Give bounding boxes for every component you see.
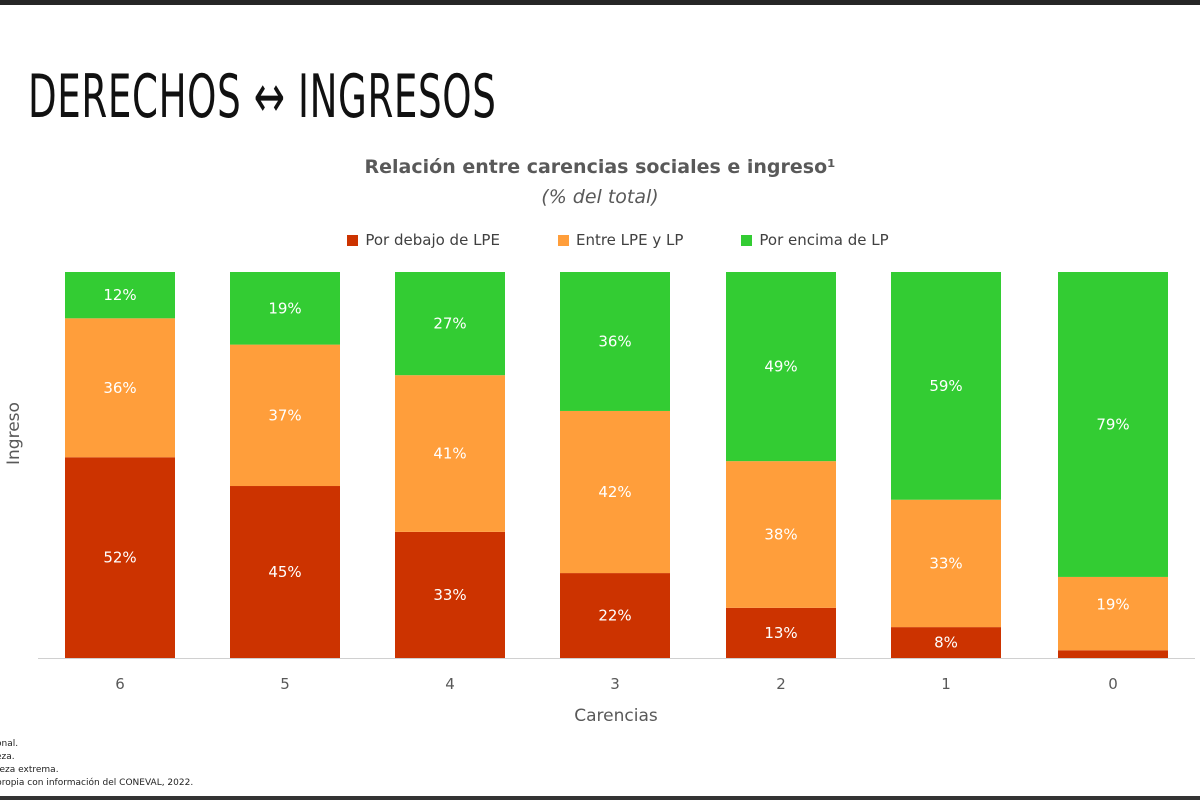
data-label: 19% <box>1096 596 1129 614</box>
data-label: 52% <box>103 549 136 567</box>
data-label: 8% <box>934 634 958 652</box>
legend-swatch <box>347 234 359 246</box>
data-label: 12% <box>103 286 136 304</box>
chart-subtitle: (% del total) <box>541 186 659 208</box>
footnote: eza. <box>0 752 15 762</box>
data-label: 79% <box>1096 415 1129 433</box>
data-label: 36% <box>598 332 631 350</box>
data-label: 36% <box>103 379 136 397</box>
legend-item-between: Entre LPE y LP <box>557 231 684 249</box>
x-tick-label: 4 <box>445 675 455 693</box>
bar-segment <box>560 272 670 411</box>
x-tick-label: 1 <box>941 675 951 693</box>
data-label: 33% <box>433 586 466 604</box>
bar-segment <box>395 531 505 658</box>
footnotes: onal. eza. reza extrema. propia con info… <box>0 738 193 790</box>
data-label: 38% <box>764 525 797 543</box>
legend-label: Entre LPE y LP <box>575 231 684 249</box>
x-tick-label: 3 <box>610 675 620 693</box>
bar-segment <box>1058 272 1168 577</box>
bar-segment <box>891 627 1001 658</box>
bar-segment <box>726 461 836 608</box>
bar-segment <box>560 410 670 574</box>
x-tick-label: 0 <box>1108 675 1118 693</box>
data-label: 41% <box>433 445 466 463</box>
legend-item-below-lpe: Por debajo de LPE <box>347 231 500 249</box>
slide-title: DERECHOS ↔ INGRESOS <box>28 62 497 132</box>
bar-segment <box>65 318 175 458</box>
bar-segment <box>560 573 670 658</box>
bar-segment <box>891 272 1001 500</box>
legend-item-above-lp: Por encima de LP <box>741 231 889 249</box>
data-label: 13% <box>764 624 797 642</box>
data-label: 45% <box>268 563 301 581</box>
data-label: 33% <box>929 554 962 572</box>
data-label: 42% <box>598 483 631 501</box>
legend-swatch <box>557 234 569 246</box>
data-label: 37% <box>268 406 301 424</box>
data-label: 27% <box>433 315 466 333</box>
bar-segment <box>891 499 1001 628</box>
legend: Por debajo de LPE Entre LPE y LP Por enc… <box>0 231 1200 249</box>
legend-label: Por encima de LP <box>759 231 889 249</box>
x-axis-label: Carencias <box>574 706 658 726</box>
bar-segment <box>65 272 175 319</box>
bar-segment <box>395 375 505 532</box>
bar-segment <box>230 344 340 487</box>
top-border <box>0 0 1200 5</box>
legend-label: Por debajo de LPE <box>365 231 500 249</box>
bar-segment <box>1058 576 1168 651</box>
bar-segment <box>395 272 505 376</box>
x-tick-label: 2 <box>776 675 786 693</box>
x-tick-label: 6 <box>115 675 125 693</box>
bar-segment <box>230 272 340 345</box>
data-label: 59% <box>929 377 962 395</box>
footnote: onal. <box>0 739 19 749</box>
data-label: 49% <box>764 358 797 376</box>
chart-title: Relación entre carencias sociales e ingr… <box>364 156 836 178</box>
bar-segment <box>65 457 175 658</box>
x-tick-label: 5 <box>280 675 290 693</box>
bar-segment <box>1058 650 1168 658</box>
legend-swatch <box>741 234 753 246</box>
data-label: 19% <box>268 299 301 317</box>
bar-segment <box>230 486 340 658</box>
footnote: propia con información del CONEVAL, 2022… <box>0 778 194 788</box>
footnote: reza extrema. <box>0 765 59 775</box>
data-label: 22% <box>598 607 631 625</box>
bar-segment <box>726 607 836 658</box>
bar-segment <box>726 272 836 462</box>
bottom-border <box>0 796 1200 800</box>
